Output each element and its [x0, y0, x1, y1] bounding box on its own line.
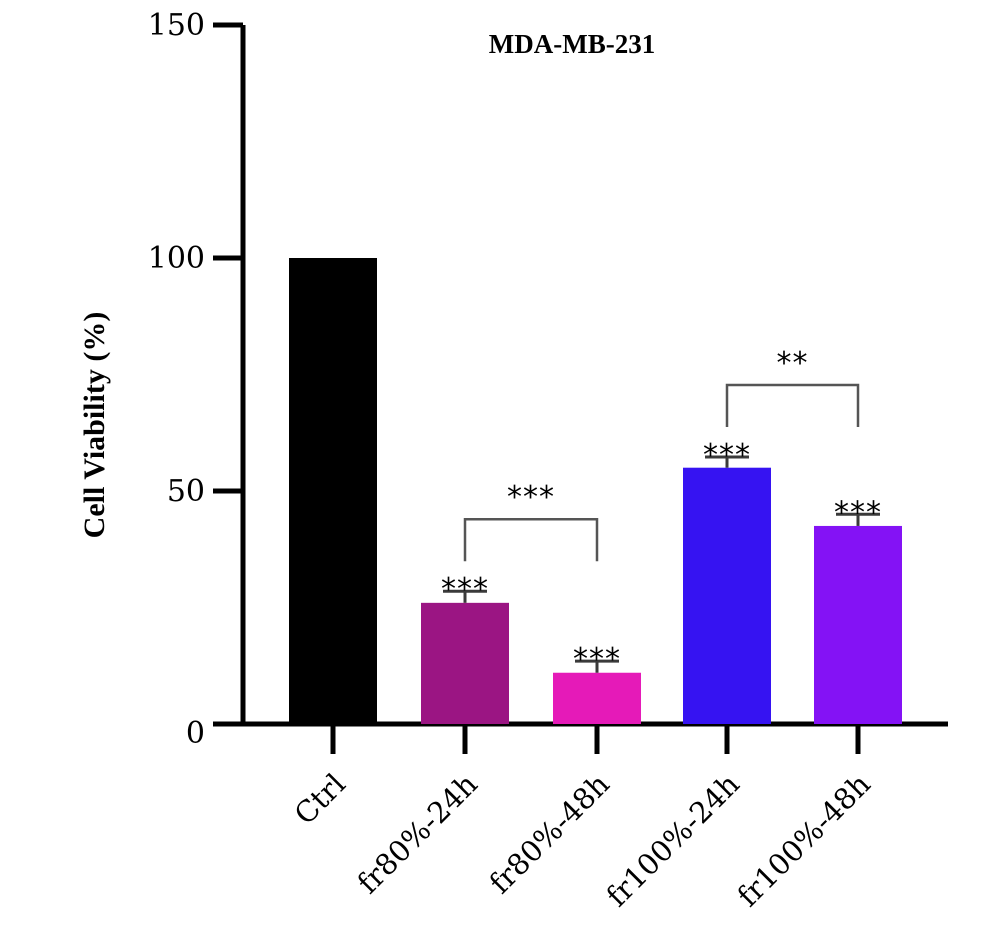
comparison-bracket [725, 383, 860, 427]
x-ticks: Ctrlfr80%-24hfr80%-48hfr100%-24hfr100%-4… [288, 724, 877, 913]
x-tick-label: fr80%-24h [351, 767, 484, 900]
y-tick-label: 0 [186, 716, 205, 751]
y-axis-label: Cell Viability (%) [78, 312, 111, 539]
comparison-label: *** [507, 480, 555, 515]
bar [289, 258, 377, 724]
bar [421, 602, 509, 724]
x-tick-label: fr100%-24h [600, 767, 746, 913]
y-tick-label: 100 [148, 241, 205, 276]
comparison-label: ** [777, 346, 809, 381]
bar [814, 525, 902, 724]
y-ticks: 0 50 100 150 [148, 8, 243, 751]
bar [683, 467, 771, 724]
significance-label: *** [834, 495, 882, 530]
x-tick-label: Ctrl [288, 767, 352, 831]
significance-label: *** [573, 642, 621, 677]
significance-label: *** [703, 438, 751, 473]
y-tick-label: 50 [167, 474, 205, 509]
bar [553, 672, 641, 724]
significance-label: *** [441, 572, 489, 607]
comparison-brackets: ***** [463, 346, 860, 562]
x-tick-label: fr80%-48h [483, 767, 616, 900]
x-tick-label: fr100%-48h [731, 767, 877, 913]
comparison-bracket [463, 517, 599, 562]
y-tick-label: 150 [148, 8, 205, 43]
bars: *** *** *** *** [289, 258, 902, 724]
chart-title: MDA-MB-231 [489, 29, 655, 59]
